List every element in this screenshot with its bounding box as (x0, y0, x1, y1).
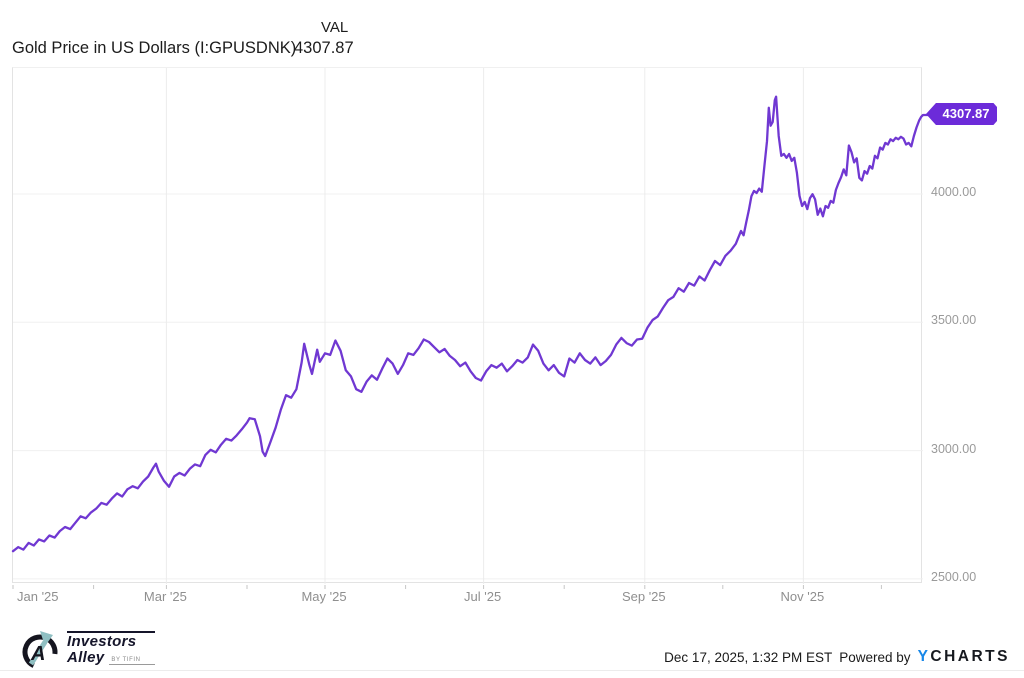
chart-plot-area (11, 67, 934, 589)
footer-attribution: Dec 17, 2025, 1:32 PM EST Powered by YCH… (664, 648, 1010, 666)
last-price-badge: 4307.87 (926, 102, 997, 125)
logo-line2: Alley (67, 649, 105, 666)
chart-title: Gold Price in US Dollars (I:GPUSDNK) (12, 39, 297, 57)
x-axis-label: May '25 (301, 589, 347, 604)
x-axis-label: Jul '25 (464, 589, 502, 604)
val-column-header: VAL (321, 19, 349, 36)
timestamp: Dec 17, 2025, 1:32 PM EST (664, 649, 833, 665)
svg-text:A: A (30, 643, 45, 665)
y-axis-label: 3000.00 (931, 441, 977, 456)
bottom-divider (0, 670, 1024, 671)
y-axis-label: 3500.00 (931, 313, 977, 328)
x-axis: Jan '25 Mar '25 May '25 Jul '25 Sep '25 Nov '… (12, 589, 992, 607)
price-line-chart (11, 68, 934, 589)
investors-alley-wordmark: Investors Alley BY TIFIN (67, 631, 155, 665)
y-axis-label: 2500.00 (931, 569, 977, 584)
y-axis-label: 4000.00 (931, 184, 977, 199)
x-axis-label: Jan '25 (17, 589, 59, 604)
ycharts-wordmark: CHARTS (930, 648, 1010, 665)
x-axis-label: Sep '25 (621, 589, 666, 604)
y-axis: 2500.00 3000.00 3500.00 4000.00 (931, 0, 1001, 678)
logo-byline: BY TIFIN (109, 657, 155, 665)
val-column-value: 4307.87 (294, 39, 354, 57)
investors-alley-monogram-icon: A (22, 631, 58, 670)
x-axis-label: Nov '25 (780, 589, 825, 604)
ycharts-y-icon: Y (917, 648, 931, 665)
ycharts-logo: YCHARTS (918, 648, 1010, 666)
logo-line1: Investors (67, 633, 137, 650)
powered-by-label: Powered by (839, 649, 911, 665)
x-axis-label: Mar '25 (143, 589, 187, 604)
investors-alley-logo: A Investors Alley BY TIFIN (18, 626, 155, 670)
last-price-badge-label: 4307.87 (942, 106, 990, 122)
